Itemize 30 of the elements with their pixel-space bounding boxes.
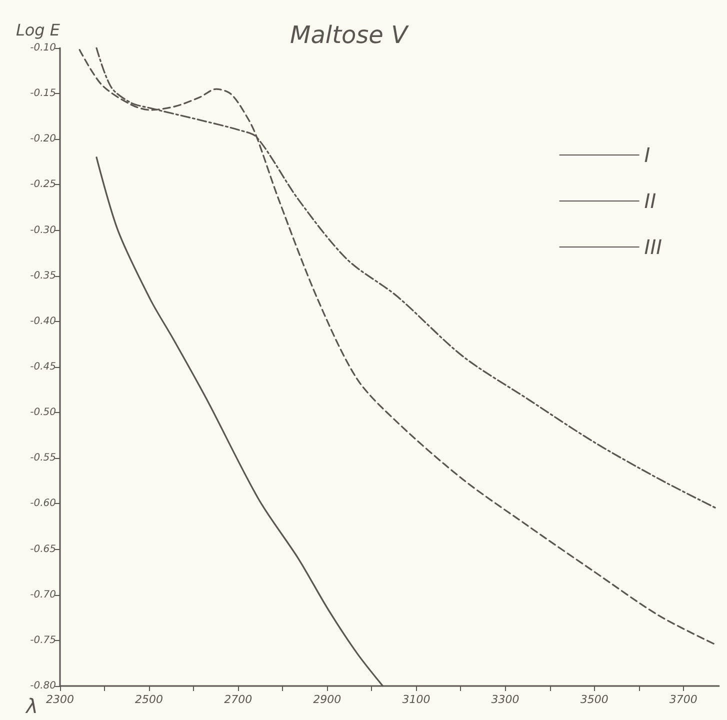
y-tick-label: -0.55 bbox=[30, 452, 56, 464]
y-tick-label: -0.10 bbox=[30, 42, 56, 54]
y-tick-label: -0.30 bbox=[30, 224, 56, 236]
legend-label: III bbox=[644, 235, 662, 259]
y-tick-label: -0.25 bbox=[30, 179, 56, 190]
y-tick-label: -0.20 bbox=[30, 134, 56, 145]
y-tick-label: -0.15 bbox=[30, 88, 56, 100]
y-tick-label: -0.80 bbox=[30, 680, 56, 692]
y-tick-label: -0.60 bbox=[30, 498, 56, 510]
y-tick-label: -0.50 bbox=[30, 407, 56, 418]
y-axis-title: Log E bbox=[16, 20, 61, 40]
x-tick-label: 2500 bbox=[135, 693, 164, 706]
x-tick-label: 2300 bbox=[46, 693, 74, 706]
y-tick-label: -0.40 bbox=[30, 316, 56, 327]
legend-label: II bbox=[644, 189, 656, 213]
chart-title: Maltose V bbox=[290, 21, 410, 49]
x-tick-label: 2700 bbox=[224, 693, 252, 706]
x-tick-label: 3300 bbox=[491, 693, 520, 706]
x-tick-label: 2900 bbox=[313, 693, 342, 706]
y-tick-label: -0.65 bbox=[30, 544, 56, 555]
x-tick-label: 3700 bbox=[669, 693, 698, 706]
x-axis-title: λ bbox=[25, 694, 38, 718]
x-tick-label: 3100 bbox=[402, 693, 430, 706]
y-tick-label: -0.45 bbox=[30, 362, 56, 372]
y-tick-label: -0.70 bbox=[30, 589, 56, 600]
legend-label: I bbox=[644, 143, 650, 167]
y-tick-label: -0.35 bbox=[30, 270, 56, 282]
line-series bbox=[78, 49, 718, 646]
y-tick-label: -0.75 bbox=[30, 634, 56, 646]
x-tick-label: 3500 bbox=[580, 693, 608, 706]
